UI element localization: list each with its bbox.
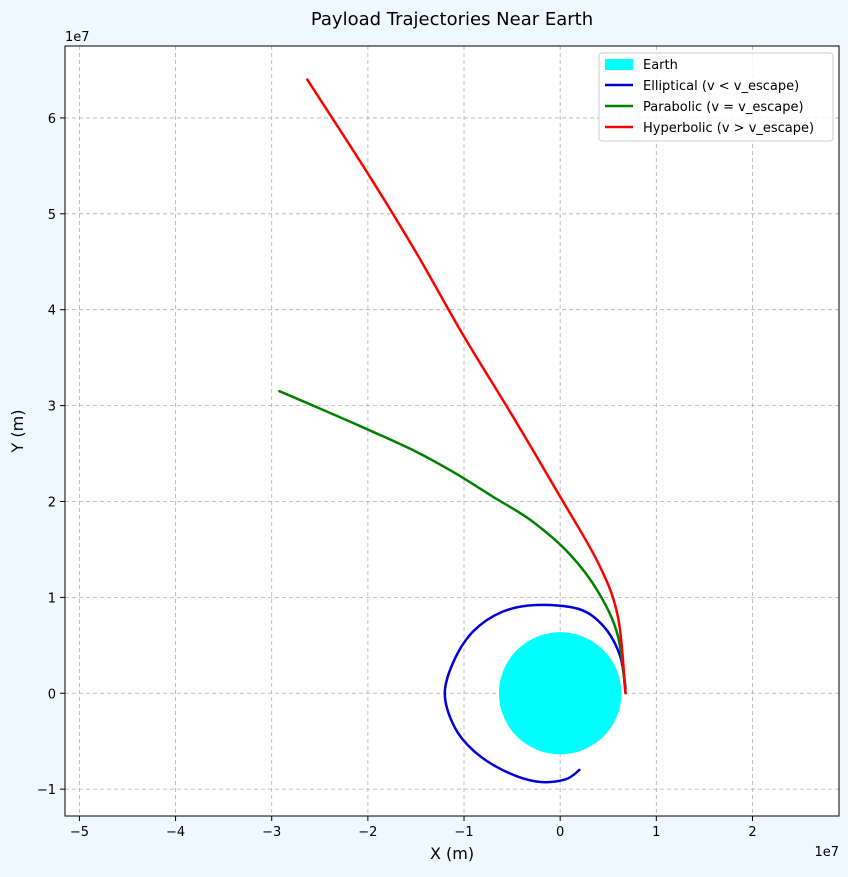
data-layer (278, 78, 627, 784)
legend-label-1: Parabolic (v = v_escape) (643, 100, 804, 115)
legend-label-0: Elliptical (v < v_escape) (643, 79, 799, 94)
legend-swatch-earth (605, 59, 633, 70)
series-line-0 (443, 603, 627, 784)
x-tick-label: −4 (166, 825, 185, 840)
y-tick-label: 2 (48, 495, 56, 510)
legend-label-2: Hyperbolic (v > v_escape) (643, 121, 814, 136)
x-tick-label: −1 (454, 825, 473, 840)
legend: Earth Elliptical (v < v_escape) Parabolic … (598, 52, 834, 142)
x-tick-label: −5 (70, 825, 89, 840)
earth-disk (498, 632, 622, 755)
ticks: −5 −4 −3 −2 −1 0 1 2 −1 0 1 2 3 4 5 6 (37, 112, 757, 840)
chart-title: Payload Trajectories Near Earth (311, 9, 593, 30)
y-axis-offset-label: 1e7 (65, 30, 90, 45)
y-axis-label: Y (m) (8, 410, 27, 454)
x-tick-label: −3 (262, 825, 281, 840)
y-tick-label: 5 (48, 208, 56, 223)
x-tick-label: 2 (748, 825, 756, 840)
y-tick-label: 1 (48, 591, 56, 606)
x-axis-label: X (m) (430, 844, 474, 863)
plot-background (65, 46, 839, 816)
x-tick-label: 1 (652, 825, 660, 840)
x-axis-offset-label: 1e7 (814, 845, 839, 860)
legend-box (598, 52, 834, 142)
series-line-2 (306, 78, 627, 695)
series-line-1 (278, 389, 627, 695)
plot-frame (64, 45, 840, 817)
y-tick-label: 4 (48, 304, 56, 319)
y-tick-label: 0 (48, 687, 56, 702)
x-tick-label: 0 (556, 825, 564, 840)
y-tick-label: −1 (37, 783, 56, 798)
legend-label-earth: Earth (643, 58, 678, 73)
y-tick-label: 6 (48, 112, 56, 127)
x-tick-label: −2 (358, 825, 377, 840)
y-tick-label: 3 (48, 400, 56, 415)
